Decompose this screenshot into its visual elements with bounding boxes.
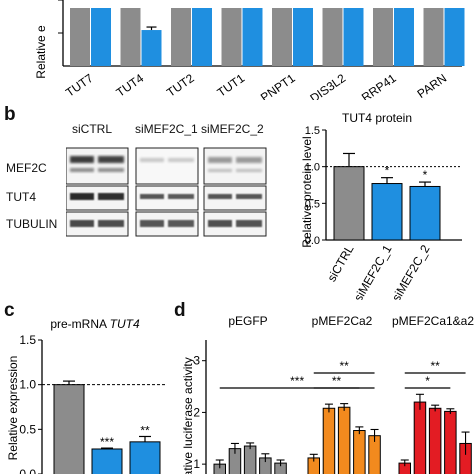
b-x-tick-label-0: siCTRL — [324, 242, 356, 284]
d-significance-label: *** — [290, 374, 304, 388]
c-bar-0 — [53, 384, 85, 474]
blot-tubulin-row — [66, 211, 267, 237]
panel-b-ylabel: Relative protein level — [300, 136, 314, 247]
d-group-label-2: pMEF2Ca1&a2 — [392, 314, 474, 328]
d-bar-1-1 — [322, 407, 336, 474]
d-significance-label: ** — [339, 359, 349, 373]
d-bar-1-3 — [353, 430, 366, 474]
panel-b-chart: TUT4 protein Relative protein level 0.0 0… — [300, 111, 462, 300]
bar-tut7-treated — [91, 8, 111, 66]
panel-c-title-plain: pre-mRNA — [50, 317, 109, 331]
c-y-tick-label: 1.0 — [19, 378, 36, 392]
bar-tut1-treated — [242, 8, 263, 66]
panel-d-letter: d — [174, 300, 186, 321]
panel-d-ylabel: elative luciferase activity — [181, 357, 195, 474]
bar-pnpt1-control — [272, 8, 292, 66]
d-y-tick-label: 3 — [193, 354, 200, 368]
c-bar-2 — [129, 441, 161, 474]
x-tick-label-pnpt1: PNPT1 — [258, 71, 298, 100]
panel-c-letter: c — [4, 300, 15, 321]
x-tick-label-parn: PARN — [415, 71, 450, 100]
panel-c-title: pre-mRNA TUT4 — [50, 317, 140, 331]
bar-tut7-control — [70, 8, 90, 66]
b-x-tick-label-1: siMEF2C_1 — [351, 242, 395, 300]
bar-dis3l2-treated — [343, 8, 364, 66]
blot-row-label-tut4: TUT4 — [6, 190, 36, 204]
panel-d-chart: elative luciferase activity 1 2 3 pEGFP pME… — [181, 314, 474, 474]
bar-tut2-control — [171, 8, 191, 66]
bar-pnpt1-treated — [293, 8, 313, 66]
b-bar-1 — [371, 183, 403, 241]
bar-parn-control — [423, 8, 444, 66]
x-tick-label-tut2: TUT2 — [164, 71, 197, 100]
c-y-tick-label: 0.0 — [19, 467, 36, 474]
c-significance: ** — [140, 423, 150, 437]
b-y-tick-label: 0.5 — [305, 198, 320, 210]
bar-tut4-treated — [141, 30, 162, 66]
panel-a-ylabel: Relative e — [34, 25, 48, 79]
c-y-tick-label: 1.5 — [19, 333, 36, 347]
blot-row-label-mef2c: MEF2C — [6, 161, 47, 175]
x-tick-label-tut7: TUT7 — [63, 71, 96, 100]
d-y-tick-label: 2 — [193, 405, 200, 419]
d-bar-2-2 — [428, 407, 442, 474]
b-significance: * — [423, 168, 428, 182]
panel-c-chart: pre-mRNA TUT4 Relative expression 0.0 0.5… — [6, 317, 166, 474]
c-significance: *** — [100, 435, 114, 449]
blot-lane-label-simef2c-1: siMEF2C_1 — [135, 122, 198, 136]
x-tick-label-rrp41: RRP41 — [359, 71, 399, 100]
x-tick-label-tut4: TUT4 — [114, 71, 147, 100]
d-bar-0-2 — [243, 445, 257, 474]
b-significance: * — [385, 164, 390, 178]
bar-tut1-control — [221, 8, 242, 66]
panel-c-ylabel: Relative expression — [6, 356, 20, 461]
blot-mef2c-row — [66, 147, 267, 185]
d-bar-1-2 — [337, 406, 351, 474]
b-y-tick-label: 0.0 — [305, 235, 320, 247]
bar-dis3l2-control — [322, 8, 343, 66]
western-blot — [66, 147, 267, 237]
x-tick-label-tut1: TUT1 — [215, 71, 248, 100]
d-group-label-0: pEGFP — [228, 314, 267, 328]
bar-parn-treated — [444, 8, 465, 66]
b-bar-2 — [409, 185, 441, 241]
bar-tut2-treated — [192, 8, 212, 66]
d-y-tick-label: 1 — [193, 457, 200, 471]
b-y-tick-label: 1.5 — [305, 125, 320, 137]
c-bar-1 — [91, 448, 123, 474]
bar-rrp41-treated — [394, 8, 414, 66]
bar-tut4-control — [120, 8, 141, 66]
c-y-tick-label: 0.5 — [19, 422, 36, 436]
d-bar-2-3 — [444, 410, 457, 474]
d-significance-label: ** — [332, 374, 342, 388]
panel-b-letter: b — [4, 104, 16, 125]
blot-lane-label-simef2c-2: siMEF2C_2 — [201, 122, 264, 136]
panel-a-chart: Relative e TUT7 TUT4 TUT2 TUT1 PNPT1 DIS3L2 RR… — [34, 0, 465, 100]
blot-lane-label-sictrl: siCTRL — [72, 122, 113, 136]
d-bar-2-1 — [413, 401, 427, 474]
b-bar-0 — [333, 166, 365, 241]
x-tick-label-dis3l2: DIS3L2 — [307, 71, 348, 100]
bar-rrp41-control — [373, 8, 393, 66]
blot-row-label-tubulin: TUBULIN — [6, 217, 58, 231]
d-significance-label: ** — [430, 359, 440, 373]
panel-b-title: TUT4 protein — [342, 111, 412, 125]
d-group-label-1: pMEF2Ca2 — [312, 314, 373, 328]
blot-tut4-row — [66, 185, 267, 211]
b-x-tick-label-2: siMEF2C_2 — [389, 242, 433, 300]
d-significance-label: * — [425, 374, 430, 388]
panel-c-title-italic: TUT4 — [110, 317, 140, 331]
b-y-tick-label: 1.0 — [305, 162, 320, 174]
